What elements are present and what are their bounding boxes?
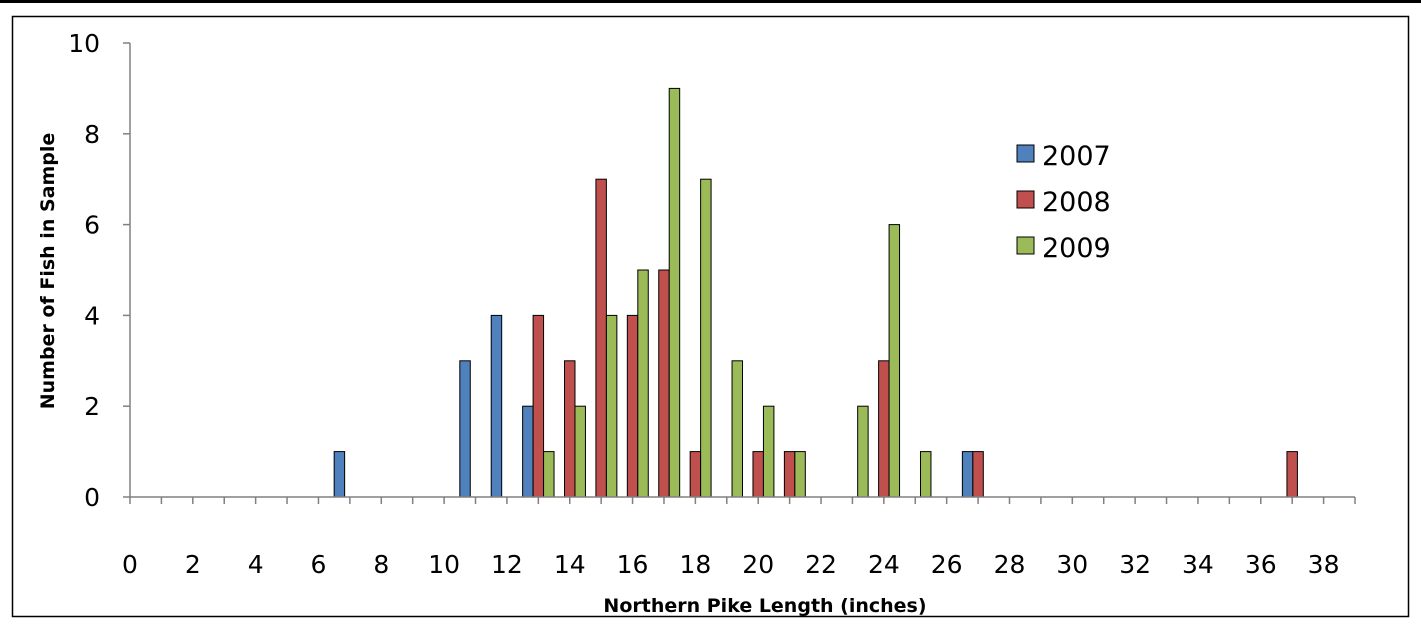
bar-2009-x24 [888,224,901,498]
x-tick-label: 16 [617,550,649,579]
y-axis-title: Number of Fish in Sample [37,133,59,410]
bar-2008-x20 [752,451,764,498]
bar-2008-x24 [878,360,890,498]
bar-2009-x19 [731,360,744,498]
x-tick-label: 34 [1182,550,1214,579]
x-tick-label: 36 [1245,550,1277,579]
bars-layer [333,87,1298,498]
bar-2009-x16 [637,269,649,498]
bar-2007-x7 [333,451,346,498]
x-tick-label: 18 [679,550,711,579]
bar-2007-x11 [459,360,471,498]
bar-2009-x23 [857,405,869,498]
x-tick-label: 28 [994,550,1026,579]
x-tick-label: 22 [805,550,837,579]
y-tick-label: 6 [84,211,100,240]
x-tick-label: 6 [311,550,327,579]
x-tick-label: 8 [373,550,389,579]
bar-2007-x13 [522,405,534,498]
bar-2008-x13 [532,314,545,498]
x-tick-label: 20 [742,550,774,579]
bar-2007-x27 [961,451,974,498]
bar-2009-x14 [574,405,586,498]
bar-2009-x25 [919,451,932,498]
x-tick-label: 4 [248,550,264,579]
x-tick-label: 32 [1119,550,1151,579]
x-tick-label: 12 [491,550,523,579]
bar-2009-x17 [668,87,681,498]
x-tick-label: 0 [122,550,138,579]
y-tick-label: 8 [84,120,100,149]
bar-2009-x18 [700,178,712,498]
x-tick-label: 26 [931,550,963,579]
x-tick-label: 24 [868,550,900,579]
y-tick-label: 10 [68,29,100,58]
bar-2007-x12 [490,314,503,498]
x-tick-label: 38 [1308,550,1340,579]
bar-2008-x37 [1286,451,1298,498]
legend-swatch-2008 [1016,190,1035,209]
bar-2008-x14 [564,360,576,498]
legend-swatch-2007 [1016,144,1035,163]
bar-2009-x20 [762,405,775,498]
legend: 2007 2008 2009 [1016,141,1111,264]
legend-label-2007: 2007 [1042,141,1111,172]
bar-2008-x15 [595,178,607,498]
bar-2008-x18 [689,451,702,498]
x-tick-label: 30 [1056,550,1088,579]
legend-label-2008: 2008 [1042,187,1111,218]
y-tick-label: 2 [84,392,100,421]
bar-2008-x17 [658,269,670,498]
axes-layer [129,43,1355,498]
bar-2008-x16 [626,314,639,498]
y-tick-label: 0 [84,483,100,512]
legend-swatch-2009 [1016,236,1035,255]
bar-2009-x21 [794,451,806,498]
legend-label-2009: 2009 [1042,233,1111,264]
x-axis-title: Northern Pike Length (inches) [603,595,926,617]
bar-2009-x15 [605,314,618,498]
bar-2008-x21 [783,451,796,498]
bar-2009-x13 [543,451,555,498]
x-tick-label: 14 [554,550,586,579]
y-tick-label: 4 [84,301,100,330]
x-tick-label: 2 [185,550,201,579]
bar-2008-x27 [972,451,984,498]
x-tick-label: 10 [428,550,460,579]
